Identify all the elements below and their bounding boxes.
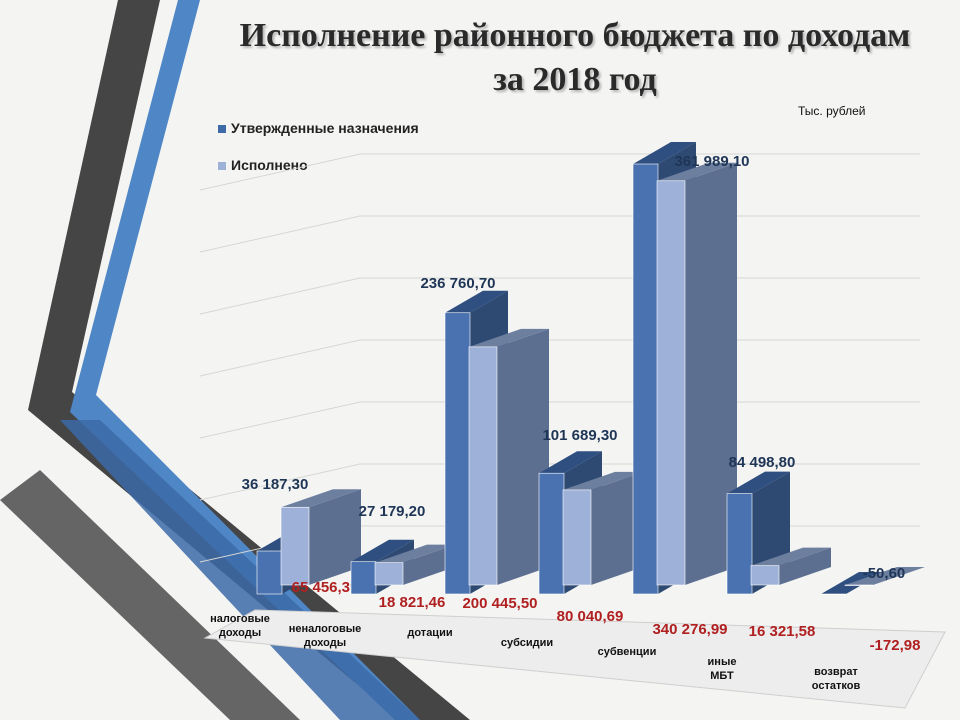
title-line-1: Исполнение районного бюджета по доходам — [239, 17, 911, 54]
bar-executed-side — [685, 162, 737, 586]
category-label: неналоговые — [289, 623, 362, 635]
legend-label-executed: Исполнено — [231, 157, 308, 173]
data-label-executed: 340 276,99 — [652, 621, 727, 638]
bar-executed-front — [844, 584, 874, 586]
data-label-approved: -50,60 — [863, 565, 906, 582]
bar-executed-side — [591, 471, 643, 585]
data-label-approved: 236 760,70 — [420, 275, 495, 292]
data-label-executed: -172,98 — [870, 637, 921, 654]
chart-floor — [203, 609, 946, 709]
gridline — [199, 153, 920, 191]
data-label-executed: 18 821,46 — [379, 594, 446, 611]
bar-executed-front — [374, 562, 404, 586]
bar-approved-top — [539, 451, 602, 474]
bar-executed-front — [562, 489, 592, 586]
bar-executed-top — [657, 162, 737, 181]
legend-item-approved: Утвержденные назначения — [218, 120, 419, 136]
category-label: возврат — [814, 666, 858, 678]
category-label: иные — [708, 656, 737, 668]
bar-executed-side — [309, 489, 361, 585]
bar-approved-top — [351, 539, 414, 562]
category-label: доходы — [304, 637, 346, 649]
bar-executed-top — [469, 328, 549, 347]
bar-approved-top — [727, 471, 790, 494]
bar-executed-side — [779, 547, 831, 585]
bar-executed-front — [750, 565, 780, 586]
data-label-executed: 65 456,39 — [292, 579, 359, 596]
gridline — [199, 277, 920, 315]
bar-approved-top — [445, 290, 508, 313]
bar-executed-top — [281, 489, 361, 508]
bar-executed-front — [280, 506, 310, 586]
category-label: субвенции — [598, 646, 657, 658]
bar-executed-top — [751, 547, 831, 566]
category-label: остатков — [812, 680, 861, 692]
data-label-approved: 101 689,30 — [542, 427, 617, 444]
bar-executed-front — [468, 346, 498, 586]
bar-executed-side — [497, 328, 549, 585]
category-label: налоговые — [210, 613, 270, 625]
bar-approved-front — [350, 561, 377, 595]
gridline — [199, 215, 920, 253]
title-line-2: за 2018 год — [493, 61, 657, 98]
category-label: субсидии — [501, 637, 553, 649]
bar-approved-front — [820, 593, 847, 595]
chart-title: Исполнение районного бюджета по доходам … — [195, 14, 955, 102]
gray-lower-band — [0, 470, 300, 720]
bar-executed-top — [563, 471, 643, 490]
data-label-approved: 27 179,20 — [359, 503, 426, 520]
bar-approved-front — [632, 163, 659, 595]
category-label: МБТ — [710, 670, 734, 682]
data-label-executed: 80 040,69 — [557, 608, 624, 625]
legend-label-approved: Утвержденные назначения — [231, 120, 419, 136]
data-label-approved: 84 498,80 — [729, 454, 796, 471]
bar-executed-front — [656, 180, 686, 586]
bar-approved-top — [633, 142, 696, 164]
gridline — [199, 339, 920, 377]
legend-swatch-executed — [218, 162, 226, 171]
data-label-approved: 361 989,10 — [674, 153, 749, 170]
bar-approved-front — [726, 493, 753, 595]
bar-executed-top — [375, 544, 455, 563]
data-label-executed: 16 321,58 — [749, 623, 816, 640]
category-label: доходы — [219, 627, 261, 639]
bar-executed-top — [845, 567, 925, 585]
bar-approved-front — [538, 472, 565, 595]
legend-item-executed: Исполнено — [218, 157, 308, 173]
legend-swatch-approved — [218, 125, 226, 134]
bar-approved-front — [256, 550, 283, 595]
category-label: дотации — [407, 627, 452, 639]
data-label-approved: 36 187,30 — [242, 476, 309, 493]
data-label-executed: 200 445,50 — [462, 595, 537, 612]
units-label: Тыс. рублей — [798, 104, 866, 118]
bar-executed-side — [403, 544, 455, 585]
bar-approved-front — [444, 312, 471, 595]
